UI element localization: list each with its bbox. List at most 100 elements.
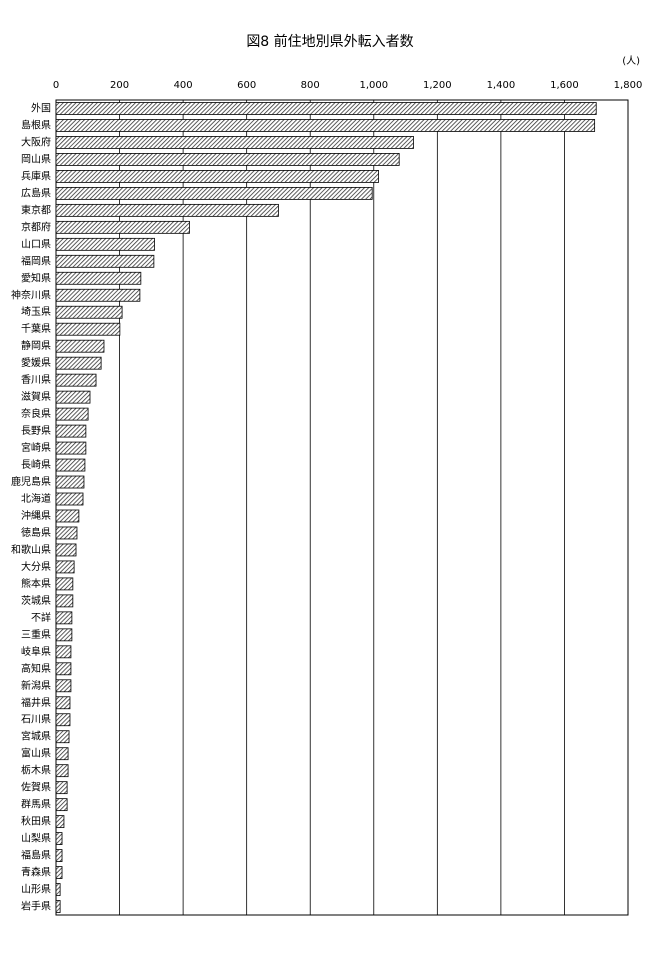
bar bbox=[55, 611, 73, 625]
y-tick-label: 茨城県 bbox=[21, 594, 51, 607]
y-tick-label: 愛媛県 bbox=[21, 356, 51, 369]
bar bbox=[55, 102, 597, 115]
y-tick-label: 大分県 bbox=[21, 560, 51, 573]
bar bbox=[55, 764, 69, 778]
bar bbox=[55, 288, 141, 302]
x-tick-label: 200 bbox=[110, 80, 129, 91]
y-tick-label: 和歌山県 bbox=[11, 543, 51, 556]
bar bbox=[55, 153, 400, 166]
y-tick-label: 埼玉県 bbox=[21, 305, 51, 318]
bar bbox=[55, 900, 61, 913]
bar bbox=[55, 832, 63, 845]
y-tick-label: 静岡県 bbox=[21, 339, 51, 352]
y-tick-label: 福井県 bbox=[21, 696, 51, 709]
bar bbox=[55, 305, 123, 319]
bar bbox=[55, 322, 121, 336]
bar bbox=[55, 186, 373, 200]
y-tick-label: 岩手県 bbox=[21, 900, 51, 913]
bar bbox=[55, 373, 97, 387]
bar bbox=[55, 866, 63, 879]
bar bbox=[55, 390, 91, 404]
bar bbox=[55, 628, 73, 642]
bar bbox=[55, 458, 86, 472]
y-tick-label: 鹿児島県 bbox=[11, 475, 51, 488]
bar bbox=[55, 798, 68, 812]
bar bbox=[55, 203, 279, 217]
bar bbox=[55, 713, 71, 727]
x-tick-label: 400 bbox=[174, 80, 193, 91]
y-tick-label: 群馬県 bbox=[21, 798, 51, 811]
bar bbox=[55, 339, 105, 353]
y-tick-label: 愛知県 bbox=[21, 271, 51, 284]
y-tick-label: 宮城県 bbox=[21, 730, 51, 743]
bar bbox=[55, 781, 68, 795]
y-tick-label: 大阪府 bbox=[21, 135, 51, 148]
y-tick-label: 秋田県 bbox=[21, 815, 51, 828]
y-tick-label: 香川県 bbox=[21, 374, 51, 386]
y-tick-label: 京都府 bbox=[21, 220, 51, 233]
y-tick-label: 外国 bbox=[31, 102, 51, 114]
y-tick-label: 岐阜県 bbox=[21, 645, 51, 658]
x-tick-label: 0 bbox=[53, 80, 59, 91]
y-tick-label: 高知県 bbox=[21, 662, 51, 675]
y-tick-label: 富山県 bbox=[21, 747, 51, 760]
bar bbox=[55, 560, 75, 574]
bar bbox=[55, 441, 87, 455]
bar bbox=[55, 730, 70, 744]
y-tick-label: 兵庫県 bbox=[21, 169, 51, 182]
y-tick-label: 広島県 bbox=[21, 186, 51, 199]
bar bbox=[55, 271, 142, 285]
y-tick-label: 長野県 bbox=[21, 425, 51, 437]
y-tick-label: 長崎県 bbox=[21, 458, 51, 471]
y-tick-label: 山口県 bbox=[21, 238, 51, 250]
bar bbox=[55, 136, 414, 149]
y-tick-label: 沖縄県 bbox=[21, 509, 51, 522]
bar bbox=[55, 475, 85, 489]
bar bbox=[55, 747, 69, 761]
bar bbox=[55, 220, 190, 234]
bar bbox=[55, 492, 84, 506]
bar bbox=[55, 645, 72, 659]
bar bbox=[55, 170, 379, 183]
bar bbox=[55, 237, 155, 251]
unit-label: (人) bbox=[622, 55, 640, 67]
bar bbox=[55, 254, 155, 268]
y-tick-label: 岡山県 bbox=[21, 153, 51, 165]
y-tick-label: 神奈川県 bbox=[11, 288, 51, 301]
y-tick-label: 北海道 bbox=[21, 492, 51, 505]
y-tick-label: 佐賀県 bbox=[21, 782, 51, 794]
bar bbox=[55, 407, 89, 421]
x-tick-label: 600 bbox=[237, 80, 256, 91]
y-tick-label: 三重県 bbox=[21, 628, 51, 641]
bar bbox=[55, 815, 65, 829]
y-tick-label: 福岡県 bbox=[21, 254, 51, 267]
x-tick-label: 1,000 bbox=[359, 80, 388, 91]
y-tick-label: 滋賀県 bbox=[21, 390, 51, 403]
y-tick-label: 奈良県 bbox=[21, 407, 51, 420]
y-tick-label: 新潟県 bbox=[21, 679, 51, 692]
bar bbox=[55, 424, 87, 438]
y-tick-label: 宮崎県 bbox=[21, 441, 51, 454]
bar bbox=[55, 679, 72, 693]
y-tick-label: 青森県 bbox=[21, 866, 51, 879]
y-tick-label: 山梨県 bbox=[21, 832, 51, 845]
y-tick-label: 千葉県 bbox=[21, 322, 51, 335]
bar bbox=[55, 543, 77, 557]
x-tick-label: 1,200 bbox=[423, 80, 452, 91]
x-tick-label: 1,800 bbox=[614, 80, 643, 91]
chart-title: 図8 前住地別県外転入者数 bbox=[246, 33, 413, 50]
bar bbox=[55, 577, 74, 591]
y-tick-label: 福島県 bbox=[21, 849, 51, 862]
y-tick-label: 山形県 bbox=[21, 884, 51, 896]
bar bbox=[55, 509, 80, 523]
bar bbox=[55, 849, 63, 862]
y-tick-label: 不詳 bbox=[31, 611, 51, 624]
bar bbox=[55, 883, 61, 896]
bar bbox=[55, 526, 78, 540]
x-tick-label: 1,600 bbox=[550, 80, 579, 91]
bar bbox=[55, 356, 102, 370]
y-tick-label: 島根県 bbox=[21, 118, 51, 131]
y-tick-label: 熊本県 bbox=[21, 577, 51, 590]
x-tick-label: 800 bbox=[301, 80, 320, 91]
y-tick-label: 石川県 bbox=[21, 714, 51, 726]
